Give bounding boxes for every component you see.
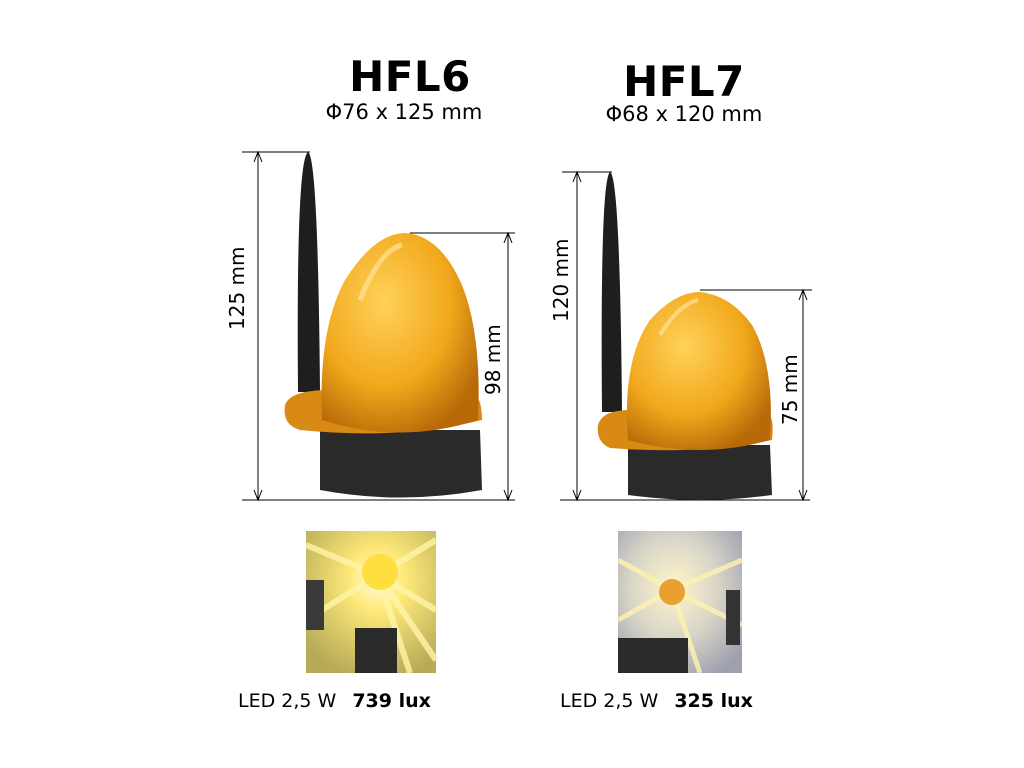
hfl7-dimension-lines	[560, 170, 812, 502]
hfl6-dimensions: Φ76 x 125 mm	[325, 100, 483, 124]
hfl7-total-height-label: 120 mm	[549, 238, 573, 323]
hfl7-led-power: LED 2,5 W	[560, 690, 659, 712]
hfl6-lamp	[284, 152, 482, 498]
hfl6-total-height-label: 125 mm	[225, 246, 249, 331]
hfl6-dimension-lines	[242, 150, 515, 502]
hfl6-led-power: LED 2,5 W	[238, 690, 337, 712]
hfl7-dimensions: Φ68 x 120 mm	[605, 102, 763, 126]
hfl6-dome-height-label: 98 mm	[481, 324, 505, 395]
hfl7-dome-height-label: 75 mm	[778, 354, 802, 425]
hfl6-model-title: HFL6	[349, 52, 471, 101]
hfl7-lux: 325 lux	[674, 690, 753, 712]
hfl7-model-title: HFL7	[623, 57, 745, 106]
hfl7-lamp	[597, 172, 773, 500]
hfl6-light-test-photo	[304, 531, 439, 674]
hfl7-caption: LED 2,5 W 325 lux	[560, 690, 753, 712]
hfl6-lux: 739 lux	[352, 690, 431, 712]
hfl7-light-test-photo	[616, 531, 744, 674]
hfl6-caption: LED 2,5 W 739 lux	[238, 690, 431, 712]
